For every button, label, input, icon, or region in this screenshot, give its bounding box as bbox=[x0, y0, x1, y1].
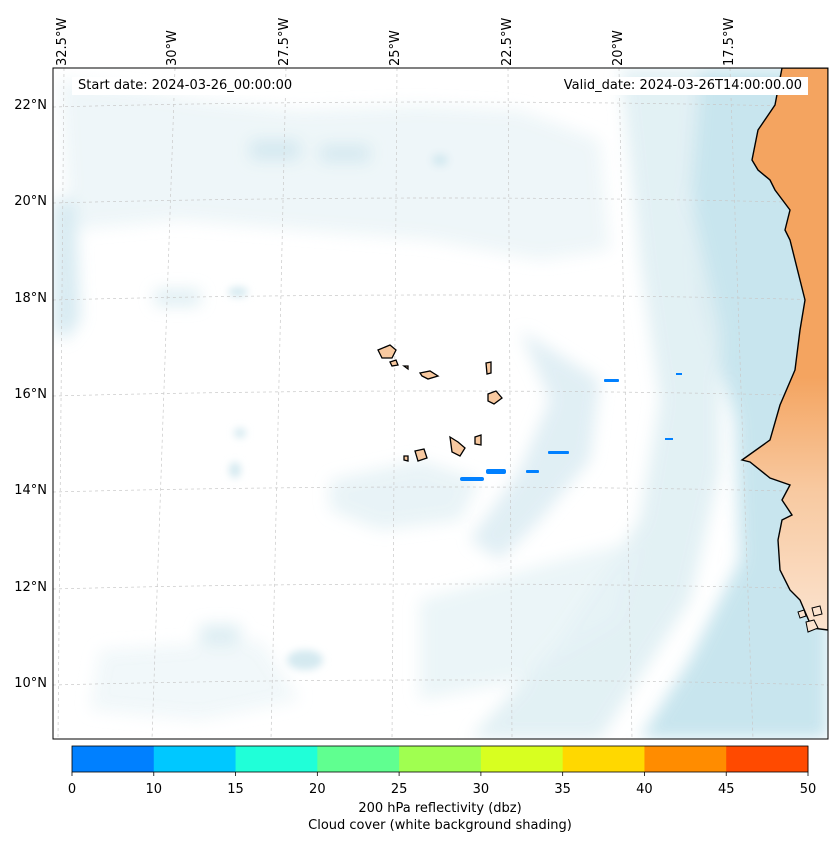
colorbar-segment bbox=[153, 746, 237, 772]
colorbar-tick-label: 0 bbox=[67, 782, 77, 797]
lat-label-16n: 16°N bbox=[14, 387, 47, 402]
colorbar-segment bbox=[399, 746, 482, 772]
colorbar-segment bbox=[480, 746, 564, 772]
colorbar-tick-label: 15 bbox=[227, 782, 244, 797]
colorbar-tick-label: 20 bbox=[309, 782, 326, 797]
africa-landmass bbox=[740, 68, 828, 631]
colorbar-tick-label: 50 bbox=[799, 782, 817, 797]
colorbar bbox=[71, 745, 809, 776]
colorbar-segment bbox=[726, 746, 809, 772]
valid-date-label: Valid_date: 2024-03-26T14:00:00.00 bbox=[557, 77, 808, 95]
colorbar-segment bbox=[235, 746, 318, 772]
lat-label-20n: 20°N bbox=[14, 194, 47, 209]
colorbar-tick-label: 25 bbox=[390, 782, 408, 797]
colorbar-tick-label: 30 bbox=[472, 782, 490, 797]
lon-label-32-5w: 32.5°W bbox=[55, 17, 70, 66]
graticule bbox=[53, 68, 828, 739]
reflectivity-patches bbox=[460, 373, 682, 481]
colorbar-title-line1: 200 hPa reflectivity (dbz) bbox=[358, 801, 522, 816]
map-frame bbox=[52, 67, 829, 740]
colorbar-segment bbox=[72, 746, 155, 772]
lat-label-22n: 22°N bbox=[14, 98, 47, 113]
lat-label-12n: 12°N bbox=[14, 580, 47, 595]
colorbar-tick-label: 35 bbox=[554, 782, 571, 797]
colorbar-tick-label: 45 bbox=[717, 782, 735, 797]
lat-label-14n: 14°N bbox=[14, 483, 47, 498]
lat-label-18n: 18°N bbox=[14, 291, 47, 306]
bissagos-islands bbox=[797, 605, 823, 633]
lat-label-10n: 10°N bbox=[14, 676, 47, 691]
start-date-label: Start date: 2024-03-26_00:00:00 bbox=[72, 77, 299, 95]
lon-label-22-5w: 22.5°W bbox=[500, 17, 515, 66]
colorbar-segment bbox=[644, 746, 727, 772]
colorbar-tick-label: 40 bbox=[636, 782, 653, 797]
cape-verde-islands bbox=[377, 344, 503, 462]
colorbar-frame bbox=[71, 745, 809, 773]
lon-label-27-5w: 27.5°W bbox=[277, 17, 292, 66]
lon-label-20w: 20°W bbox=[611, 30, 626, 66]
colorbar-title-line2: Cloud cover (white background shading) bbox=[308, 818, 572, 833]
colorbar-segment bbox=[562, 746, 645, 772]
colorbar-segment bbox=[317, 746, 400, 772]
map-area bbox=[53, 68, 828, 739]
lon-label-30w: 30°W bbox=[165, 30, 180, 66]
colorbar-tick-label: 10 bbox=[145, 782, 163, 797]
lon-label-25w: 25°W bbox=[388, 30, 403, 66]
lon-label-17-5w: 17.5°W bbox=[722, 17, 737, 66]
